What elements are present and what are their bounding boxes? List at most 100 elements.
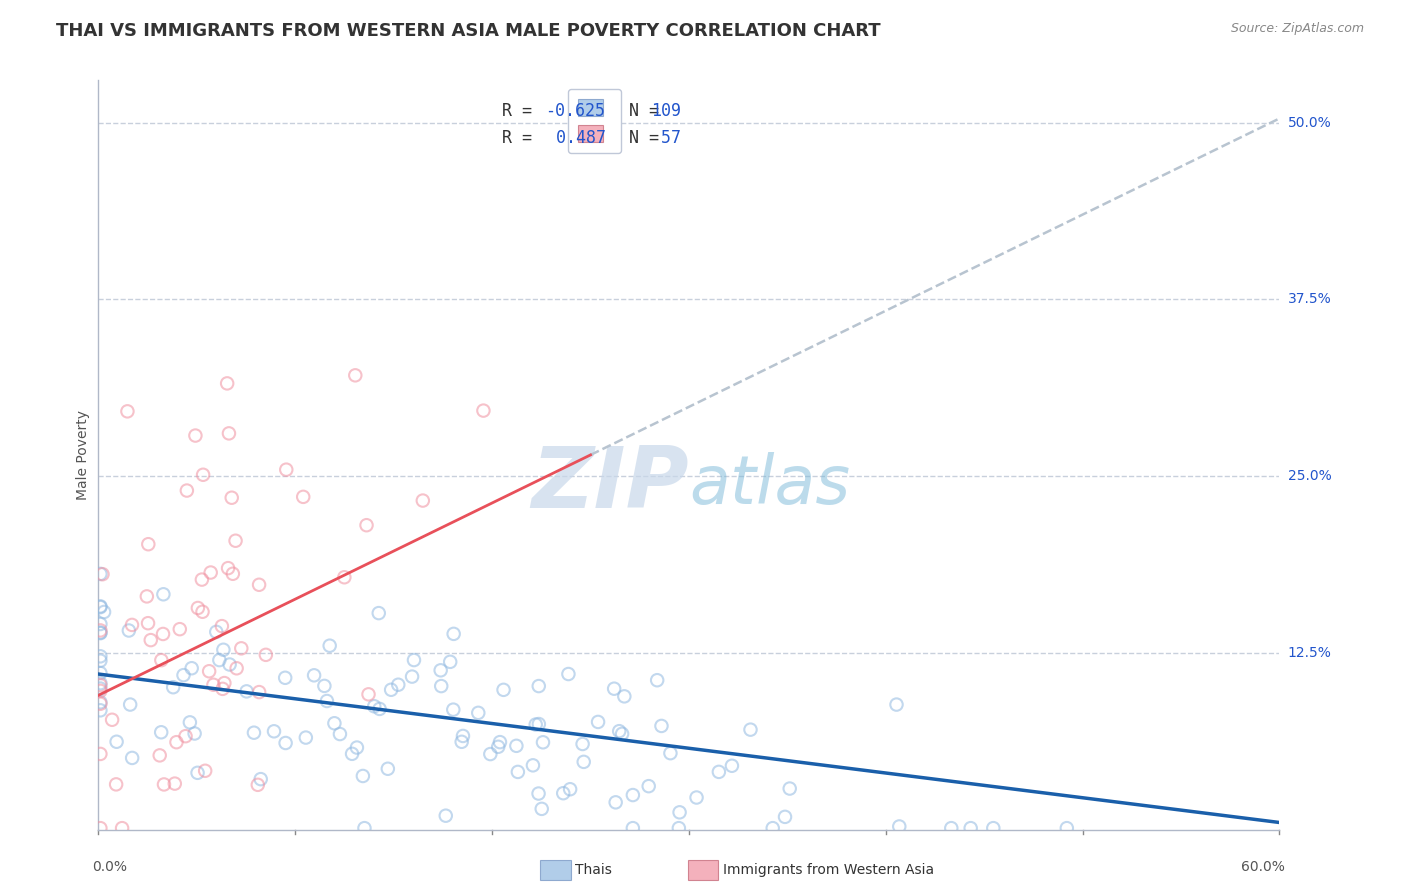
Point: [524, 717, 547, 731]
Point: [149, 748, 172, 763]
Point: [89, 666, 111, 681]
Point: [225, 661, 247, 675]
Point: [707, 764, 730, 779]
Point: [263, 724, 285, 739]
Point: [401, 670, 423, 684]
Point: [333, 570, 356, 584]
Point: [187, 601, 209, 615]
Point: [441, 703, 464, 717]
Text: 109: 109: [651, 103, 681, 120]
Point: [344, 368, 367, 383]
Point: [187, 765, 209, 780]
Point: [586, 714, 609, 729]
Point: [492, 682, 515, 697]
Point: [166, 735, 188, 749]
Point: [685, 790, 707, 805]
Point: [191, 605, 214, 619]
Point: [202, 678, 225, 692]
Point: [191, 467, 214, 482]
Text: ZIP: ZIP: [531, 443, 689, 526]
Point: [292, 490, 315, 504]
Point: [249, 772, 271, 786]
Text: THAI VS IMMIGRANTS FROM WESTERN ASIA MALE POVERTY CORRELATION CHART: THAI VS IMMIGRANTS FROM WESTERN ASIA MAL…: [56, 22, 882, 40]
Point: [659, 746, 682, 760]
Point: [1056, 821, 1078, 835]
Point: [89, 676, 111, 690]
Text: N =: N =: [609, 129, 669, 147]
Point: [637, 779, 659, 793]
Point: [276, 463, 298, 477]
Point: [111, 821, 134, 835]
Point: [89, 624, 111, 638]
Point: [668, 821, 690, 835]
Text: Thais: Thais: [575, 863, 612, 877]
Point: [941, 821, 963, 835]
Text: 0.0%: 0.0%: [93, 860, 128, 873]
Point: [302, 668, 325, 682]
Point: [610, 727, 633, 741]
Point: [450, 735, 472, 749]
Point: [208, 653, 231, 667]
Point: [329, 727, 352, 741]
Point: [89, 747, 111, 761]
Point: [89, 654, 111, 668]
Point: [506, 764, 529, 779]
Point: [93, 605, 115, 619]
Point: [231, 641, 253, 656]
Point: [353, 821, 375, 835]
Point: [89, 566, 111, 581]
Point: [621, 821, 644, 835]
Point: [89, 626, 111, 640]
Point: [650, 719, 672, 733]
Point: [117, 404, 139, 418]
Point: [191, 573, 214, 587]
Point: [318, 639, 340, 653]
Point: [486, 739, 509, 754]
Point: [211, 681, 233, 696]
Point: [200, 566, 222, 580]
Point: [89, 681, 111, 696]
Point: [105, 735, 128, 749]
Text: 12.5%: 12.5%: [1288, 646, 1331, 660]
Text: Immigrants from Western Asia: Immigrants from Western Asia: [723, 863, 934, 877]
Point: [89, 684, 111, 698]
Point: [211, 619, 233, 633]
Point: [402, 653, 425, 667]
Point: [243, 725, 266, 739]
Text: 50.0%: 50.0%: [1288, 116, 1331, 129]
Text: Source: ZipAtlas.com: Source: ZipAtlas.com: [1230, 22, 1364, 36]
Point: [218, 426, 240, 441]
Point: [607, 724, 630, 739]
Point: [274, 671, 297, 685]
Text: 60.0%: 60.0%: [1241, 860, 1285, 873]
Point: [363, 699, 385, 714]
Point: [522, 758, 544, 772]
Point: [89, 649, 111, 664]
Point: [150, 725, 173, 739]
Point: [153, 777, 176, 791]
Point: [225, 533, 247, 548]
Point: [527, 787, 550, 801]
Point: [152, 627, 174, 641]
Point: [89, 697, 111, 711]
Point: [668, 805, 690, 820]
Point: [89, 617, 111, 632]
Point: [214, 676, 236, 690]
Point: [183, 726, 205, 740]
Point: [367, 606, 389, 620]
Point: [479, 747, 502, 761]
Point: [443, 627, 465, 641]
Point: [527, 717, 550, 731]
Point: [721, 758, 744, 772]
Point: [118, 624, 141, 638]
Point: [472, 403, 495, 417]
Point: [101, 713, 124, 727]
Point: [356, 518, 378, 533]
Point: [368, 702, 391, 716]
Point: [217, 376, 239, 391]
Y-axis label: Male Poverty: Male Poverty: [76, 410, 90, 500]
Point: [198, 665, 221, 679]
Point: [613, 690, 636, 704]
Point: [434, 808, 457, 822]
Point: [377, 762, 399, 776]
